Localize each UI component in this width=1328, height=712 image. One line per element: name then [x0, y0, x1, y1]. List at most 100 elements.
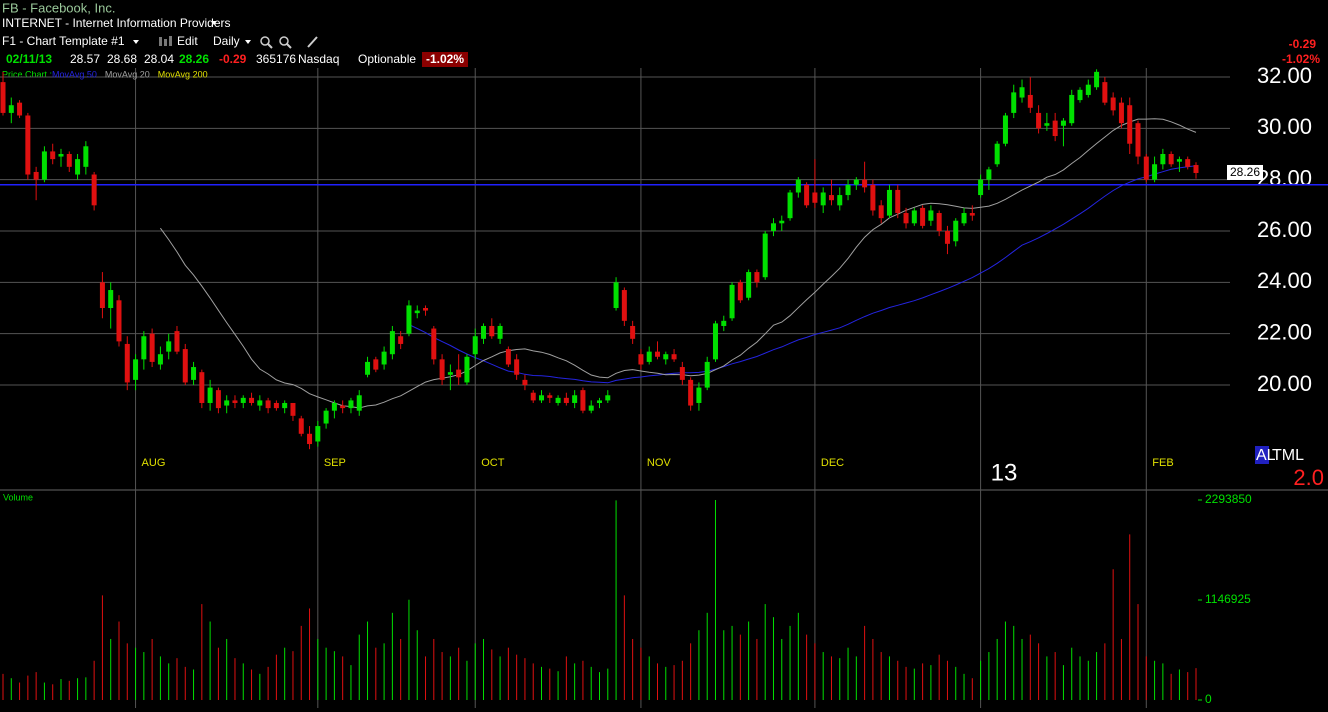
edit-icon[interactable]	[159, 37, 162, 46]
candle-body	[99, 282, 105, 309]
candle-body	[398, 336, 404, 344]
candle-body	[1152, 164, 1158, 180]
candle-body	[961, 213, 967, 224]
candle-body	[166, 341, 172, 352]
candle-body	[340, 405, 346, 409]
candle-body	[597, 400, 602, 403]
candle-body	[240, 397, 246, 403]
candle-body	[787, 192, 793, 219]
candle-body	[116, 300, 122, 342]
candle-body	[108, 290, 114, 309]
candle-body	[1027, 94, 1033, 108]
dropdown-arrow[interactable]	[211, 21, 217, 25]
template[interactable]: F1 - Chart Template #1	[2, 34, 125, 48]
edit-icon[interactable]	[164, 39, 167, 46]
candle-body	[1077, 89, 1083, 101]
dropdown-arrow[interactable]	[133, 40, 139, 44]
candle-body	[75, 159, 81, 175]
candle-body	[149, 333, 155, 362]
candle-body	[41, 151, 47, 180]
candle-body	[182, 349, 188, 383]
candle-body	[754, 272, 760, 283]
candle-body	[779, 220, 785, 224]
price-chart-label: Price Chart :	[2, 69, 52, 79]
candle-body	[1135, 123, 1141, 157]
candle-body	[307, 433, 313, 445]
zoom-in[interactable]	[267, 43, 273, 49]
candle-body	[555, 397, 561, 403]
candle-body	[224, 400, 230, 406]
candle-body	[431, 328, 437, 360]
candle-body	[91, 174, 97, 206]
y-tick-label: 24.00	[1257, 268, 1312, 293]
candle-body	[1176, 159, 1182, 162]
zoom-out[interactable]	[286, 43, 292, 49]
candle-body	[50, 151, 56, 160]
candle-body	[762, 233, 768, 278]
candle-body	[696, 387, 702, 403]
candle-body	[298, 418, 304, 434]
candle-body	[464, 356, 470, 383]
candle-body	[481, 325, 487, 339]
candle-body	[282, 402, 288, 409]
candle-body	[721, 320, 727, 326]
candle-body	[315, 426, 321, 442]
candle-body	[356, 395, 362, 411]
y-tick-label: 30.00	[1257, 114, 1312, 139]
candle-body	[737, 282, 743, 301]
candle-body	[1019, 87, 1025, 98]
zoom-out[interactable]	[279, 36, 289, 46]
candle-body	[1110, 97, 1116, 111]
quote-high: 28.68	[107, 52, 137, 66]
legend-entry: MovAvg 20	[105, 69, 150, 79]
candle-body	[489, 325, 495, 337]
candle-body	[199, 372, 205, 403]
quote-date: 02/11/13	[6, 52, 52, 66]
moving-average-line	[159, 118, 1197, 409]
candle-body	[331, 402, 337, 411]
candle-body	[936, 213, 942, 231]
candle-body	[0, 82, 6, 113]
badge-box	[1255, 446, 1269, 464]
edit-icon[interactable]	[169, 36, 172, 46]
badge-a: AL	[1256, 447, 1276, 464]
candle-body	[33, 171, 39, 180]
quote-optionable: Optionable	[358, 52, 416, 66]
candle-body	[249, 397, 255, 403]
y-tick-label: 28.00	[1257, 165, 1312, 190]
candle-body	[886, 189, 892, 216]
industry[interactable]: INTERNET - Internet Information Provider…	[2, 16, 231, 30]
candle-body	[812, 192, 818, 203]
candle-body	[174, 331, 180, 352]
candle-body	[1185, 159, 1191, 167]
x-tick-label: NOV	[647, 457, 672, 469]
period-select[interactable]: Daily	[213, 34, 240, 48]
candle-body	[191, 367, 197, 380]
quote-exchange: Nasdaq	[298, 52, 339, 66]
candle-body	[820, 192, 826, 206]
y-tick-label: 20.00	[1257, 371, 1312, 396]
candle-body	[605, 395, 611, 401]
candle-body	[1094, 71, 1100, 88]
quote-low: 28.04	[144, 52, 174, 66]
candle-body	[671, 354, 677, 360]
draw-tool[interactable]	[307, 36, 318, 48]
candle-body	[1011, 92, 1017, 113]
candle-body	[654, 351, 660, 357]
candle-body	[215, 390, 221, 409]
candle-body	[447, 372, 453, 375]
candle-body	[1168, 153, 1174, 165]
candle-body	[257, 400, 263, 406]
x-tick-label: SEP	[324, 457, 346, 469]
edit-button[interactable]: Edit	[177, 34, 198, 48]
candle-body	[920, 207, 926, 226]
candle-body	[1002, 115, 1008, 144]
x-tick-label: FEB	[1152, 457, 1173, 469]
candle-body	[944, 230, 950, 244]
x-tick-label: 13	[991, 459, 1018, 486]
zoom-in[interactable]	[260, 36, 270, 46]
dropdown-arrow[interactable]	[245, 40, 251, 44]
candle-body	[66, 153, 72, 167]
candle-body	[1118, 102, 1124, 124]
